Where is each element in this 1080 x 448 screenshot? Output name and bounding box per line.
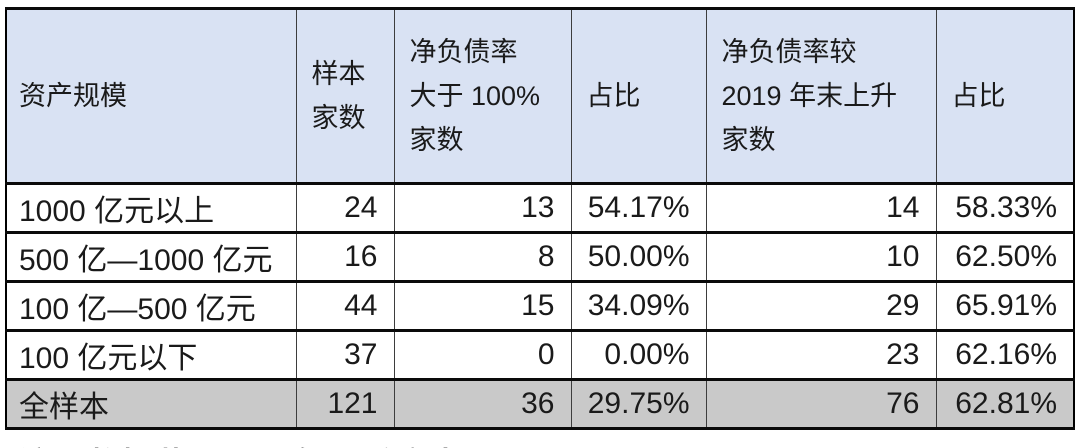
cell-asset-scale: 1000 亿元以上 — [5, 182, 297, 234]
cell-over-100-count: 13 — [393, 182, 572, 234]
cell-risen-share: 58.33% — [935, 182, 1075, 234]
cell-risen-share: 62.16% — [935, 329, 1075, 381]
cell-sample-count: 44 — [295, 280, 395, 332]
total-row: 全样本 121 36 29.75% 76 62.81% — [5, 378, 1075, 430]
cell-over-100-share: 34.09% — [570, 280, 707, 332]
header-cell-risen-count: 净负债率较 2019 年末上升 家数 — [705, 7, 937, 185]
cell-asset-scale: 100 亿元以下 — [5, 329, 297, 381]
cell-sample-count: 121 — [295, 378, 395, 430]
cell-asset-scale: 500 亿—1000 亿元 — [5, 231, 297, 283]
cell-over-100-share: 50.00% — [570, 231, 707, 283]
table-header-row: 资产规模 样本 家数 净负债率 大于 100% 家数 占比 净负债率较 2019… — [5, 7, 1075, 185]
cell-asset-scale: 全样本 — [5, 378, 297, 430]
cell-over-100-count: 36 — [393, 378, 572, 430]
cell-risen-share: 62.81% — [935, 378, 1075, 430]
header-cell-asset-scale: 资产规模 — [5, 7, 297, 185]
table-row: 500 亿—1000 亿元 16 8 50.00% 10 62.50% — [5, 231, 1075, 283]
cell-over-100-count: 15 — [393, 280, 572, 332]
cell-risen-count: 10 — [705, 231, 937, 283]
table-row: 1000 亿元以上 24 13 54.17% 14 58.33% — [5, 182, 1075, 234]
net-debt-ratio-table: 资产规模 样本 家数 净负债率 大于 100% 家数 占比 净负债率较 2019… — [5, 7, 1075, 430]
header-cell-over-100-count: 净负债率 大于 100% 家数 — [393, 7, 572, 185]
table-row: 100 亿元以下 37 0 0.00% 23 62.16% — [5, 329, 1075, 381]
cell-asset-scale: 100 亿—500 亿元 — [5, 280, 297, 332]
footnote: 注：数据截至2020年三季度末 — [19, 438, 1073, 448]
cell-sample-count: 16 — [295, 231, 395, 283]
cell-risen-count: 14 — [705, 182, 937, 234]
table-row: 100 亿—500 亿元 44 15 34.09% 29 65.91% — [5, 280, 1075, 332]
cell-risen-count: 76 — [705, 378, 937, 430]
cell-risen-share: 62.50% — [935, 231, 1075, 283]
cell-sample-count: 37 — [295, 329, 395, 381]
cell-sample-count: 24 — [295, 182, 395, 234]
cell-risen-count: 23 — [705, 329, 937, 381]
cell-over-100-count: 0 — [393, 329, 572, 381]
cell-risen-count: 29 — [705, 280, 937, 332]
cell-over-100-share: 0.00% — [570, 329, 707, 381]
cell-risen-share: 65.91% — [935, 280, 1075, 332]
cell-over-100-share: 29.75% — [570, 378, 707, 430]
header-cell-sample-count: 样本 家数 — [295, 7, 395, 185]
cell-over-100-share: 54.17% — [570, 182, 707, 234]
header-cell-risen-share: 占比 — [935, 7, 1075, 185]
cell-over-100-count: 8 — [393, 231, 572, 283]
header-cell-over-100-share: 占比 — [570, 7, 707, 185]
